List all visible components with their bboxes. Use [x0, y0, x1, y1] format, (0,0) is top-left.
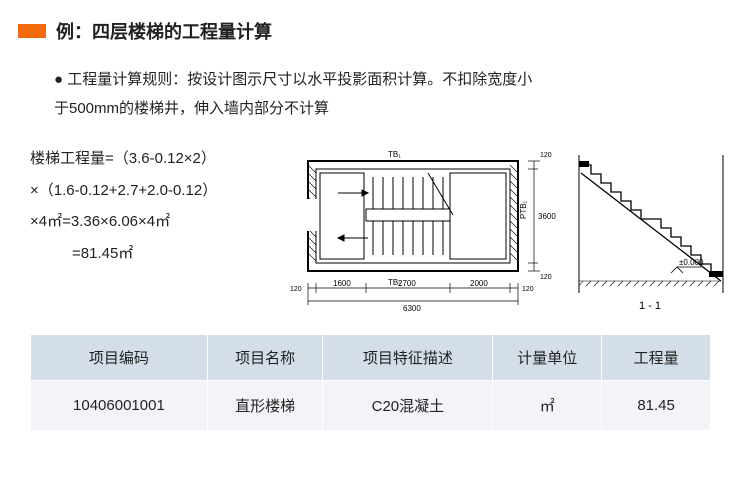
- plan-dim: 1600: [333, 279, 351, 288]
- calculation-block: 楼梯工程量=（3.6-0.12×2） ×（1.6-0.12+2.7+2.0-0.…: [30, 143, 272, 269]
- section-label: 1 - 1: [639, 300, 661, 312]
- rule-line-2: 于500mm的楼梯井，伸入墙内部分不计算: [54, 95, 693, 124]
- td-name: 直形楼梯: [207, 381, 323, 431]
- plan-dim: 120: [522, 286, 534, 293]
- th-name: 项目名称: [207, 335, 323, 381]
- quantity-table: 项目编码 项目名称 项目特征描述 计量单位 工程量 10406001001 直形…: [30, 334, 711, 431]
- table-row: 10406001001 直形楼梯 C20混凝土 ㎡ 81.45: [31, 381, 711, 431]
- page-title: 例：四层楼梯的工程量计算: [56, 18, 272, 44]
- rule-line-1: ● 工程量计算规则：按设计图示尺寸以水平投影面积计算。不扣除宽度小: [54, 66, 693, 95]
- calc-line-4: =81.45㎡: [30, 238, 272, 270]
- td-feature: C20混凝土: [323, 381, 493, 431]
- table-header-row: 项目编码 项目名称 项目特征描述 计量单位 工程量: [31, 335, 711, 381]
- plan-dim: 2000: [470, 279, 488, 288]
- th-code: 项目编码: [31, 335, 208, 381]
- th-unit: 计量单位: [493, 335, 602, 381]
- td-qty: 81.45: [602, 381, 711, 431]
- calc-line-3: ×4㎡=3.36×6.06×4㎡: [30, 206, 272, 238]
- plan-label-ptb1: PTB₁: [519, 200, 528, 219]
- th-qty: 工程量: [602, 335, 711, 381]
- th-feature: 项目特征描述: [323, 335, 493, 381]
- calc-line-1: 楼梯工程量=（3.6-0.12×2）: [30, 143, 272, 175]
- stair-section-diagram: ±0.000 1 - 1: [571, 143, 731, 318]
- td-unit: ㎡: [493, 381, 602, 431]
- td-code: 10406001001: [31, 381, 208, 431]
- plan-dim: 2700: [398, 279, 416, 288]
- plan-dim: 120: [290, 286, 302, 293]
- plan-dim: 120: [540, 274, 552, 281]
- rule-text: ● 工程量计算规则：按设计图示尺寸以水平投影面积计算。不扣除宽度小 于500mm…: [0, 44, 741, 123]
- plan-dim: 3600: [538, 212, 556, 221]
- stair-plan-diagram: TB₁ TB₂ PTB₁ 120 1600 2700 2000 120 6300: [278, 143, 563, 318]
- plan-label-tb1: TB₁: [388, 150, 401, 159]
- calc-line-2: ×（1.6-0.12+2.7+2.0-0.12）: [30, 175, 272, 207]
- accent-bar: [18, 24, 46, 38]
- section-elev: ±0.000: [679, 258, 704, 267]
- plan-dim-total: 6300: [403, 304, 421, 313]
- plan-dim: 120: [540, 152, 552, 159]
